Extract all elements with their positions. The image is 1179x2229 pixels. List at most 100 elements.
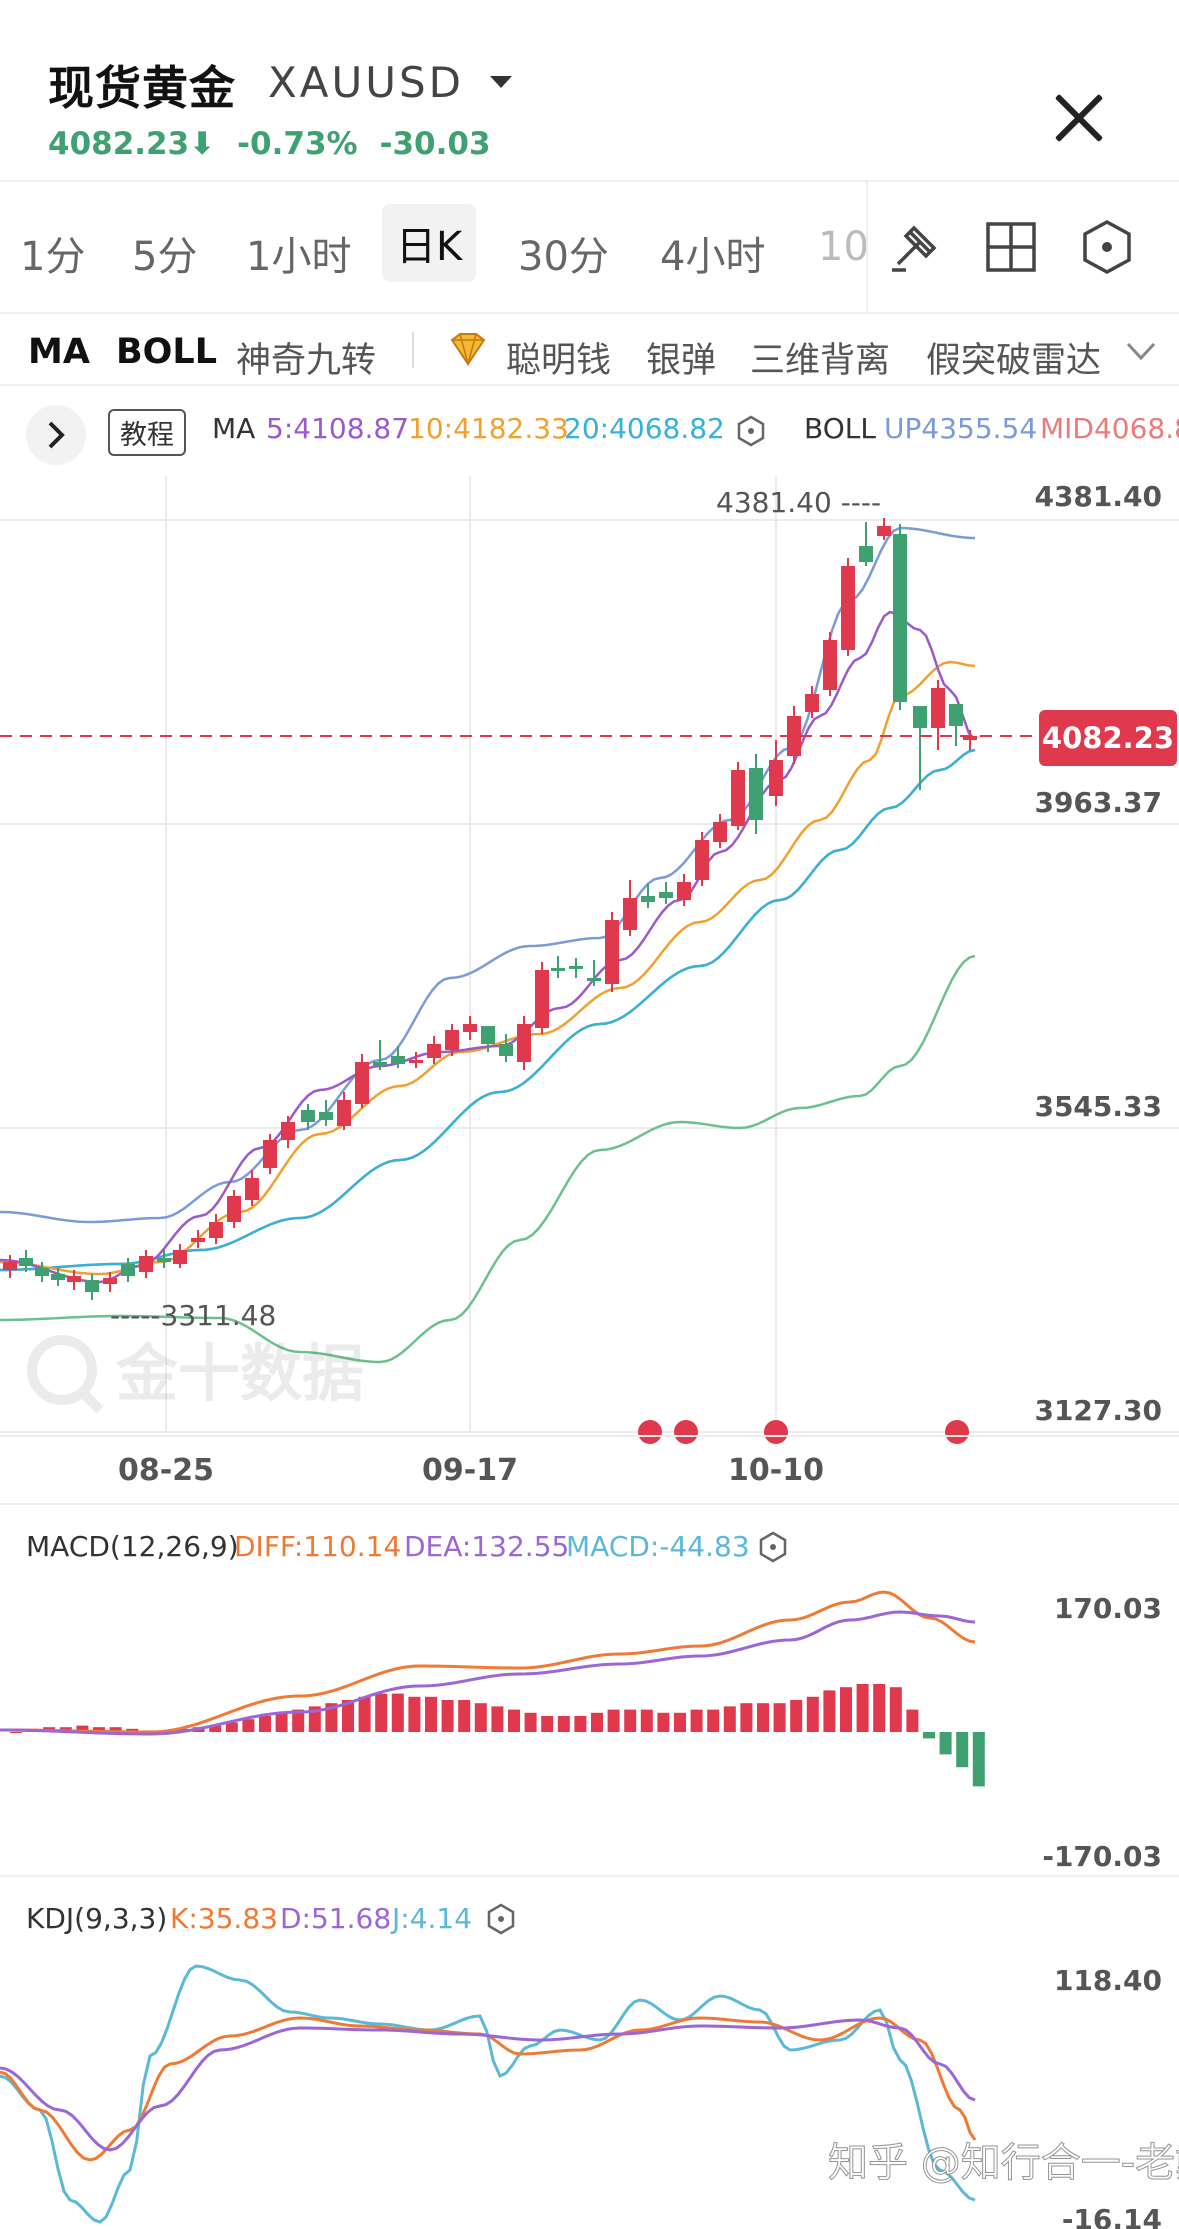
macd-bar [358, 1696, 371, 1732]
tab-5min[interactable]: 5分 [132, 234, 198, 280]
candle-body [281, 1122, 295, 1140]
settings-icon[interactable] [487, 1903, 515, 1935]
candle-body [463, 1024, 477, 1032]
candle-body [121, 1264, 135, 1276]
indicator-smart-money[interactable]: 聪明钱 [506, 341, 612, 381]
macd-bar [806, 1696, 819, 1732]
main-legend: MA 5:4108.87 10:4182.33 20:4068.82 BOLL … [0, 386, 1179, 476]
candle-body [85, 1280, 99, 1292]
macd-bar [524, 1712, 537, 1732]
macd-bar [773, 1703, 786, 1732]
close-icon[interactable] [1052, 88, 1112, 148]
macd-dea: DEA:132.55 [404, 1530, 569, 1563]
candle-body [67, 1276, 81, 1282]
indicator-false-breakout[interactable]: 假突破雷达 [926, 341, 1102, 381]
tutorial-button[interactable]: 教程 [108, 409, 186, 456]
indicator-line [0, 526, 976, 1224]
indicator-boll[interactable]: BOLL [116, 332, 218, 372]
period-tab-bar: 1分 5分 1小时 日K 30分 4小时 10 [0, 180, 1179, 314]
candle-body [749, 768, 763, 820]
macd-diff: DIFF:110.14 [234, 1530, 401, 1563]
y-tick: 3127.30 [1034, 1394, 1162, 1427]
macd-bar [259, 1716, 271, 1732]
candle-body [355, 1062, 369, 1104]
indicator-silver-bullet[interactable]: 银弹 [646, 341, 717, 381]
candle-body [963, 736, 977, 740]
chevron-right-icon [48, 421, 65, 449]
signal-dot [764, 1420, 788, 1444]
divider [412, 332, 414, 368]
tab-30min[interactable]: 30分 [518, 234, 609, 280]
macd-label: MACD(12,26,9) [26, 1530, 239, 1563]
settings-icon[interactable] [759, 1531, 787, 1563]
tab-1hour[interactable]: 1小时 [246, 234, 352, 280]
macd-bar [956, 1732, 969, 1768]
macd-bar [624, 1709, 637, 1732]
kdj-axis-top: 118.40 [1054, 1964, 1162, 1997]
layout-grid-icon[interactable] [976, 212, 1046, 282]
boll-mid-value: MID4068.8 [1040, 412, 1179, 445]
tab-4hour[interactable]: 4小时 [660, 234, 766, 280]
tab-daily[interactable]: 日K [382, 204, 477, 282]
last-price: 4082.23⬇ [48, 126, 216, 162]
diff-line [0, 1590, 976, 1734]
candle-body [173, 1250, 187, 1264]
macd-bar [325, 1703, 338, 1732]
macd-axis-bottom: -170.03 [1042, 1840, 1162, 1873]
candle-body [823, 640, 837, 690]
ma20-value: 20:4068.82 [564, 412, 725, 445]
tab-more[interactable]: 10 [818, 224, 869, 270]
candle-body [3, 1262, 17, 1270]
macd-bar [557, 1716, 570, 1732]
candle-body [659, 892, 673, 898]
macd-bar [591, 1712, 603, 1732]
candle-body [949, 704, 963, 726]
macd-bar [906, 1709, 919, 1732]
candle-body [569, 966, 583, 969]
candle-body [859, 546, 873, 562]
macd-bar [541, 1716, 554, 1732]
macd-bar [508, 1709, 520, 1732]
settings-icon[interactable] [734, 414, 768, 448]
kdj-panel[interactable]: KDJ(9,3,3) K:35.83 D:51.68 J:4.14 118.40… [0, 1878, 1179, 2229]
change-absolute: -30.03 [379, 126, 491, 162]
change-percent: -0.73% [237, 126, 358, 162]
signal-dot [674, 1420, 698, 1444]
macd-bar [790, 1700, 803, 1732]
candle-body [587, 978, 601, 981]
x-tick: 08-25 [118, 1453, 214, 1488]
last-price-tag-text: 4082.23 [1042, 721, 1174, 755]
price-chart[interactable]: 金十数据 4381.40 ---- -----3311.48 4381.40 3… [0, 476, 1179, 1526]
macd-bar [76, 1725, 89, 1732]
candle-body [517, 1024, 531, 1062]
symbol-selector[interactable]: XAUUSD [268, 58, 464, 107]
candle-body [245, 1178, 259, 1200]
macd-value: MACD:-44.83 [566, 1530, 750, 1563]
indicator-bar: MA BOLL 神奇九转 聪明钱 银弹 三维背离 假突破雷达 [0, 312, 1179, 386]
tab-1min[interactable]: 1分 [20, 234, 86, 280]
settings-icon[interactable] [1072, 212, 1142, 282]
macd-bar [275, 1712, 288, 1732]
macd-bar [740, 1703, 753, 1732]
expand-legend-button[interactable] [26, 405, 86, 465]
chevron-down-icon[interactable] [1124, 336, 1158, 366]
instrument-title: 现货黄金 [48, 61, 236, 115]
y-tick: 4381.40 [1034, 480, 1162, 513]
macd-panel[interactable]: MACD(12,26,9) DIFF:110.14 DEA:132.55 MAC… [0, 1506, 1179, 1878]
macd-bar [474, 1703, 487, 1732]
indicator-3d-divergence[interactable]: 三维背离 [750, 341, 891, 381]
draw-tool-icon[interactable] [880, 212, 950, 282]
chevron-down-icon[interactable] [490, 76, 512, 88]
indicator-magic-nine[interactable]: 神奇九转 [236, 341, 377, 381]
macd-bar [823, 1690, 836, 1732]
y-tick: 3963.37 [1034, 786, 1162, 819]
candle-body [641, 896, 655, 902]
candle-body [535, 970, 549, 1028]
macd-bar [873, 1684, 886, 1732]
high-marker: 4381.40 ---- [716, 486, 881, 519]
macd-bar [458, 1700, 471, 1732]
y-tick: 3545.33 [1034, 1090, 1162, 1123]
indicator-ma[interactable]: MA [28, 332, 90, 372]
macd-bar [425, 1696, 437, 1732]
dea-line [0, 1610, 976, 1736]
